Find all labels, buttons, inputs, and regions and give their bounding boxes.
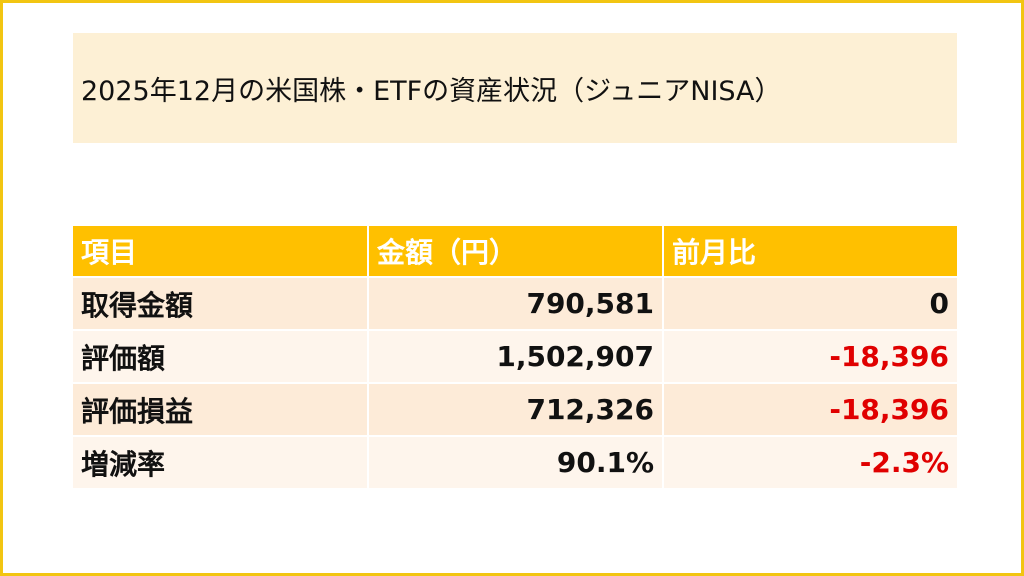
header-item: 項目: [73, 226, 367, 276]
row-label: 評価損益: [73, 384, 367, 435]
header-change: 前月比: [662, 226, 957, 276]
row-change: 0: [662, 278, 957, 329]
asset-table: 項目 金額（円） 前月比 取得金額 790,581 0 評価額 1,502,90…: [73, 224, 957, 490]
row-amount: 90.1%: [367, 437, 662, 488]
row-change: -18,396: [662, 384, 957, 435]
table-row: 増減率 90.1% -2.3%: [73, 437, 957, 488]
header-amount: 金額（円）: [367, 226, 662, 276]
row-amount: 712,326: [367, 384, 662, 435]
row-label: 評価額: [73, 331, 367, 382]
table-header-row: 項目 金額（円） 前月比: [73, 226, 957, 276]
row-label: 取得金額: [73, 278, 367, 329]
table-row: 評価額 1,502,907 -18,396: [73, 331, 957, 382]
row-amount: 790,581: [367, 278, 662, 329]
table-row: 評価損益 712,326 -18,396: [73, 384, 957, 435]
table-row: 取得金額 790,581 0: [73, 278, 957, 329]
row-change: -2.3%: [662, 437, 957, 488]
page-title: 2025年12月の米国株・ETFの資産状況（ジュニアNISA）: [81, 75, 782, 107]
title-box: 2025年12月の米国株・ETFの資産状況（ジュニアNISA）: [73, 33, 957, 143]
row-change: -18,396: [662, 331, 957, 382]
row-label: 増減率: [73, 437, 367, 488]
row-amount: 1,502,907: [367, 331, 662, 382]
